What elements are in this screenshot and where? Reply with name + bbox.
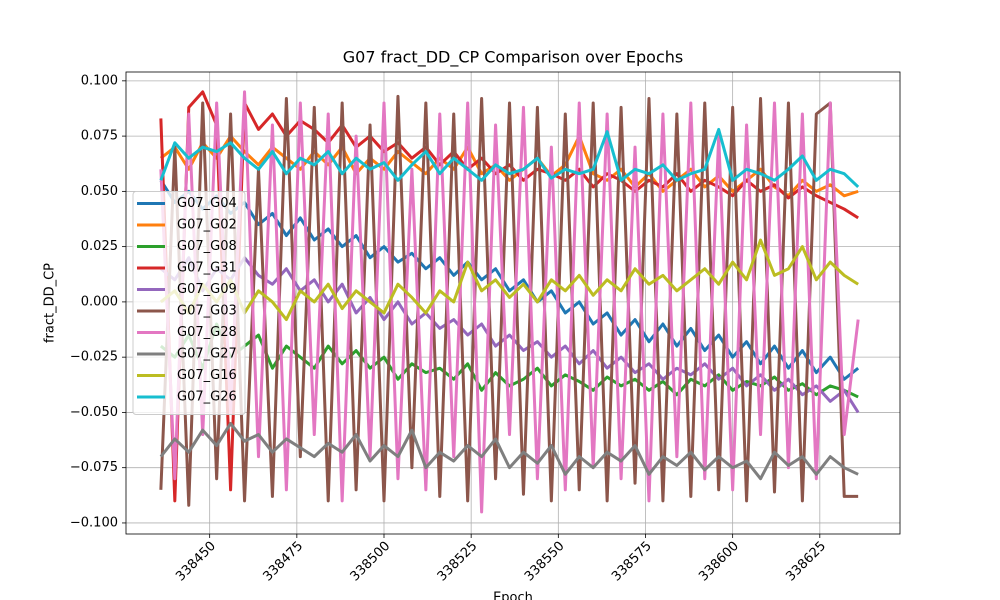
series-line <box>159 127 860 189</box>
y-tick-label: 0.100 <box>81 73 118 88</box>
y-axis-label: fract_DD_CP <box>43 263 58 343</box>
legend-label: G07_G27 <box>177 347 237 362</box>
y-tick-label: 0.025 <box>81 239 118 254</box>
series-line <box>159 421 859 481</box>
y-tick-label: −0.025 <box>70 350 118 365</box>
series-line <box>159 90 859 503</box>
y-tick-label: 0.050 <box>81 184 118 199</box>
chart-title: G07 fract_DD_CP Comparison over Epochs <box>343 48 683 68</box>
plot-frame <box>125 71 901 535</box>
y-tick-label: 0.075 <box>81 129 118 144</box>
legend-label: G07_G16 <box>177 368 237 383</box>
x-axis-label: Epoch <box>493 591 533 600</box>
series-line <box>159 238 859 322</box>
y-tick-label: −0.100 <box>70 515 118 530</box>
legend-label: G07_G26 <box>177 390 237 405</box>
legend-label: G07_G04 <box>177 196 237 211</box>
y-tick-label: 0.000 <box>81 294 118 309</box>
legend-label: G07_G28 <box>177 325 237 340</box>
y-tick-label: −0.075 <box>70 460 118 475</box>
legend-label: G07_G09 <box>177 282 237 297</box>
y-tick-label: −0.050 <box>70 405 118 420</box>
series-line <box>159 90 860 514</box>
legend-label: G07_G08 <box>177 239 237 254</box>
legend-label: G07_G31 <box>177 261 237 276</box>
legend-label: G07_G03 <box>177 304 237 319</box>
legend-label: G07_G02 <box>177 218 237 233</box>
series-line <box>159 94 859 507</box>
